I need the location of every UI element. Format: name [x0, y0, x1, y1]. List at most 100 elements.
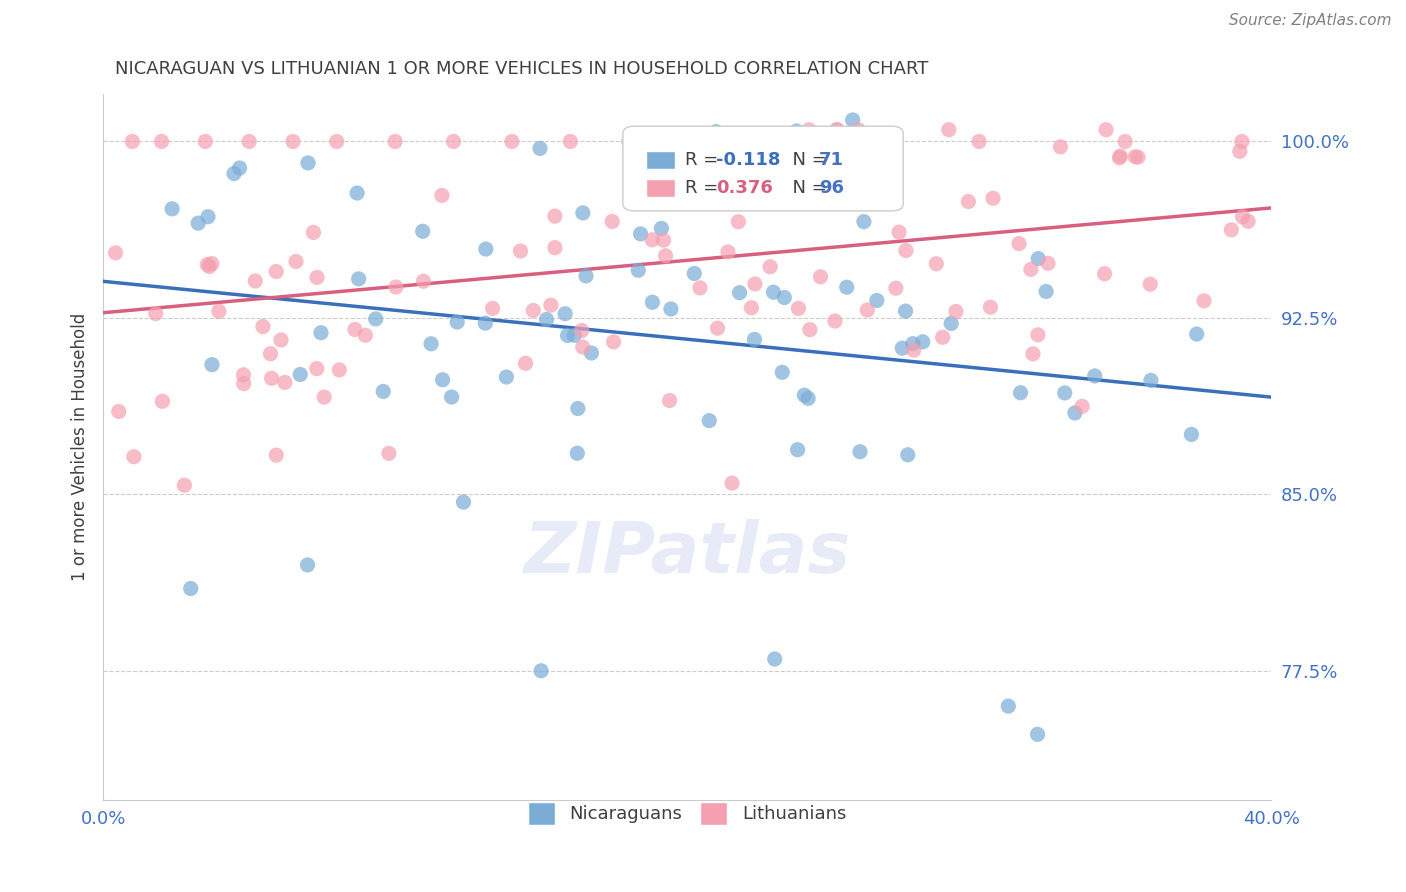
- Lithuanians: [544, 209, 567, 223]
- Lithuanians: [1192, 293, 1215, 308]
- Nicaraguans: [841, 112, 863, 127]
- Lithuanians: [232, 368, 254, 382]
- Lithuanians: [823, 135, 845, 149]
- Nicaraguans: [835, 280, 858, 294]
- Nicaraguans: [364, 312, 387, 326]
- Lithuanians: [787, 301, 810, 316]
- Text: 0.376: 0.376: [716, 179, 773, 197]
- Lithuanians: [443, 135, 465, 149]
- Lithuanians: [981, 191, 1004, 205]
- Nicaraguans: [575, 268, 598, 283]
- Nicaraguans: [793, 388, 815, 402]
- Nicaraguans: [852, 214, 875, 228]
- Lithuanians: [887, 225, 910, 239]
- Nicaraguans: [412, 224, 434, 238]
- Nicaraguans: [554, 307, 576, 321]
- Lithuanians: [122, 450, 145, 464]
- Nicaraguans: [630, 227, 652, 241]
- Lithuanians: [931, 330, 953, 344]
- Lithuanians: [1095, 122, 1118, 136]
- Lithuanians: [285, 254, 308, 268]
- Nicaraguans: [1185, 327, 1208, 342]
- Lithuanians: [314, 390, 336, 404]
- Lithuanians: [825, 122, 848, 136]
- FancyBboxPatch shape: [623, 126, 903, 211]
- Lithuanians: [979, 300, 1001, 314]
- Lithuanians: [305, 270, 328, 285]
- Nicaraguans: [773, 291, 796, 305]
- Nicaraguans: [669, 192, 692, 206]
- Lithuanians: [481, 301, 503, 316]
- Lithuanians: [689, 281, 711, 295]
- Nicaraguans: [1084, 368, 1107, 383]
- Nicaraguans: [572, 206, 595, 220]
- Lithuanians: [173, 478, 195, 492]
- Nicaraguans: [897, 448, 920, 462]
- Text: 71: 71: [820, 151, 844, 169]
- Lithuanians: [894, 244, 917, 258]
- Nicaraguans: [1026, 252, 1049, 266]
- Nicaraguans: [297, 558, 319, 572]
- Lithuanians: [1108, 151, 1130, 165]
- Lithuanians: [1230, 135, 1253, 149]
- Lithuanians: [522, 303, 544, 318]
- Nicaraguans: [797, 392, 820, 406]
- Nicaraguans: [187, 216, 209, 230]
- Nicaraguans: [1010, 385, 1032, 400]
- Lithuanians: [717, 244, 740, 259]
- Nicaraguans: [567, 401, 589, 416]
- Lithuanians: [903, 343, 925, 357]
- Nicaraguans: [659, 301, 682, 316]
- Nicaraguans: [866, 293, 889, 308]
- Nicaraguans: [581, 346, 603, 360]
- Nicaraguans: [1053, 386, 1076, 401]
- Lithuanians: [797, 122, 820, 136]
- Lithuanians: [765, 152, 787, 166]
- Lithuanians: [856, 303, 879, 318]
- Nicaraguans: [762, 285, 785, 300]
- Lithuanians: [1237, 214, 1260, 228]
- Nicaraguans: [228, 161, 250, 175]
- Lithuanians: [354, 328, 377, 343]
- Lithuanians: [1229, 145, 1251, 159]
- Lithuanians: [1049, 140, 1071, 154]
- Nicaraguans: [683, 183, 706, 197]
- Lithuanians: [925, 257, 948, 271]
- Lithuanians: [654, 249, 676, 263]
- FancyBboxPatch shape: [647, 179, 675, 197]
- Lithuanians: [305, 361, 328, 376]
- Lithuanians: [232, 376, 254, 391]
- Lithuanians: [727, 215, 749, 229]
- Nicaraguans: [1035, 285, 1057, 299]
- Lithuanians: [560, 135, 582, 149]
- Lithuanians: [744, 277, 766, 291]
- Nicaraguans: [627, 263, 650, 277]
- Nicaraguans: [160, 202, 183, 216]
- Lithuanians: [1220, 223, 1243, 237]
- Lithuanians: [846, 122, 869, 136]
- Lithuanians: [259, 347, 281, 361]
- Lithuanians: [201, 257, 224, 271]
- Nicaraguans: [567, 446, 589, 460]
- Lithuanians: [759, 260, 782, 274]
- Lithuanians: [384, 135, 406, 149]
- Text: R =: R =: [685, 179, 724, 197]
- Lithuanians: [260, 371, 283, 385]
- Nicaraguans: [641, 295, 664, 310]
- Lithuanians: [281, 135, 304, 149]
- Lithuanians: [799, 323, 821, 337]
- Nicaraguans: [728, 285, 751, 300]
- Nicaraguans: [770, 365, 793, 379]
- Lithuanians: [938, 122, 960, 136]
- Nicaraguans: [911, 334, 934, 349]
- Lithuanians: [104, 245, 127, 260]
- FancyBboxPatch shape: [647, 151, 675, 169]
- Nicaraguans: [997, 699, 1019, 714]
- Y-axis label: 1 or more Vehicles in Household: 1 or more Vehicles in Household: [72, 313, 89, 582]
- Lithuanians: [740, 301, 762, 315]
- Lithuanians: [1123, 150, 1146, 164]
- Lithuanians: [252, 319, 274, 334]
- Text: N =: N =: [780, 179, 832, 197]
- Lithuanians: [198, 260, 221, 274]
- Lithuanians: [150, 394, 173, 409]
